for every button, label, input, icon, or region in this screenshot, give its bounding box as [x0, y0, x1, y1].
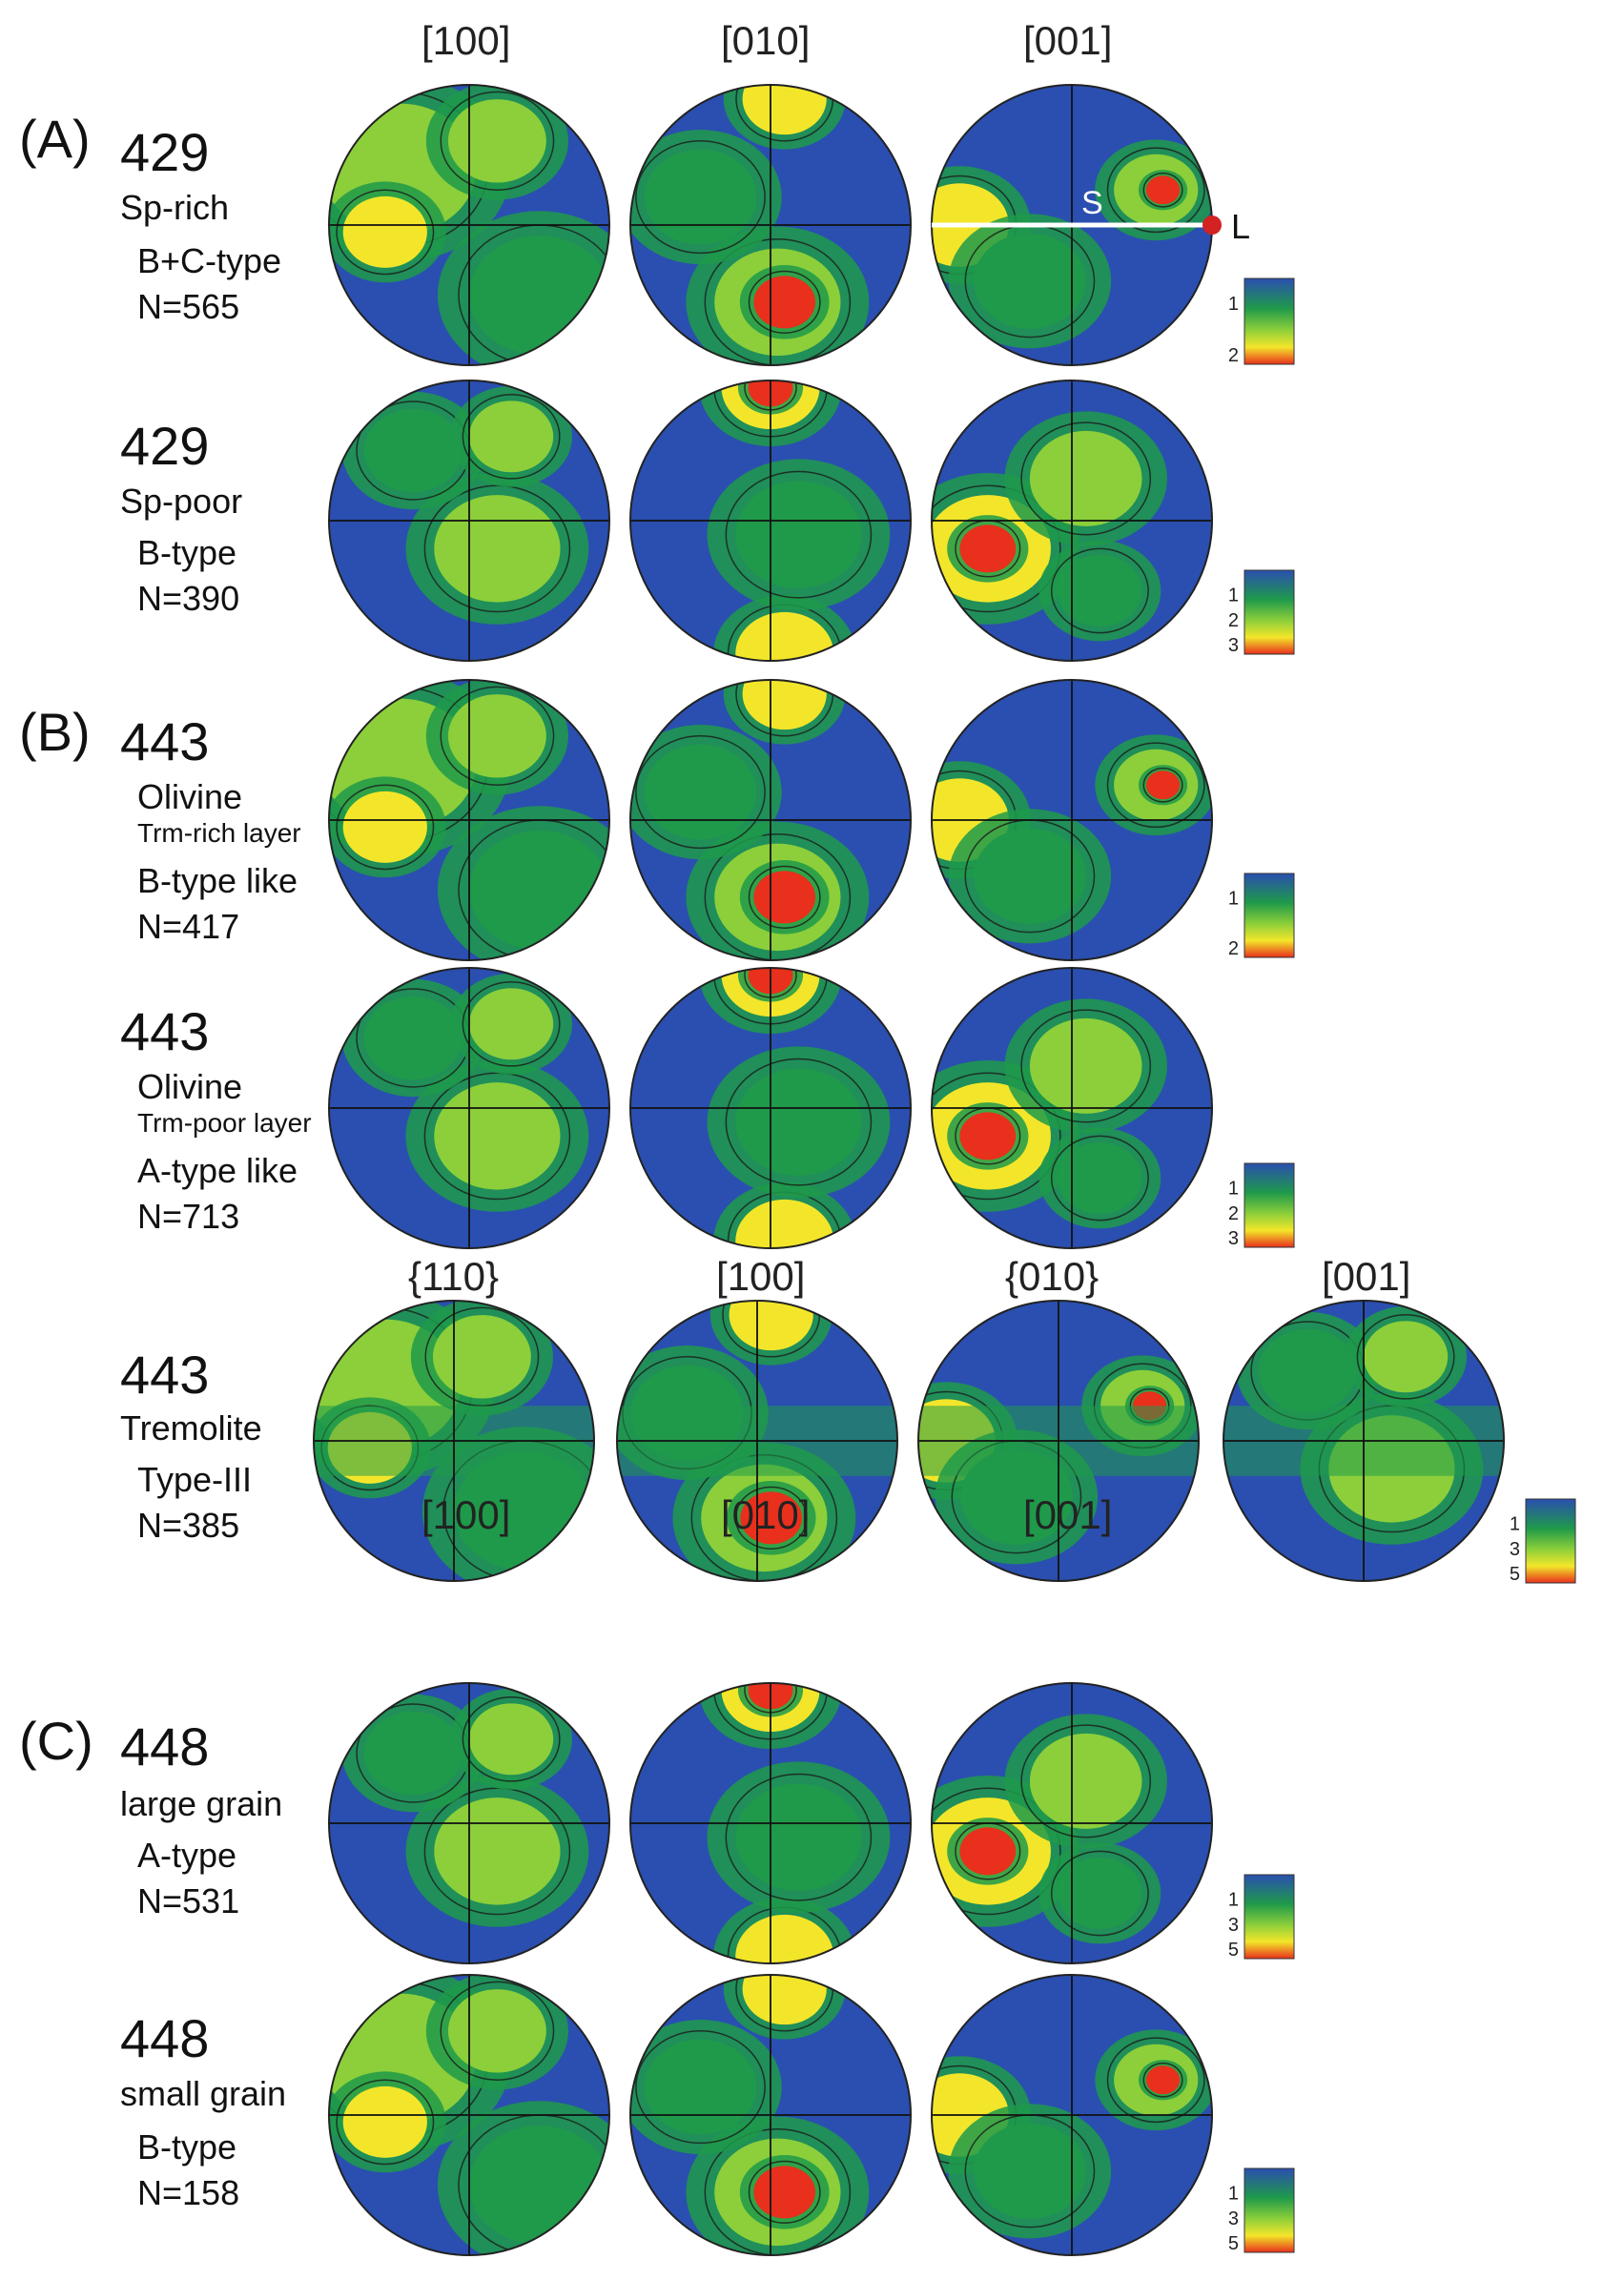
color-scale-4: 1 3 5	[1510, 1498, 1576, 1585]
sample-type-429-rich: B+C-type	[137, 241, 282, 280]
color-scale-label: 1	[1228, 294, 1239, 315]
color-scale-label: 2	[1228, 610, 1239, 631]
color-scale-label: 5	[1228, 2233, 1239, 2254]
pole-figure-443-r2-001	[931, 679, 1213, 961]
sample-desc-olivine-poor: Olivine	[137, 1067, 243, 1106]
sample-id-443-trmrich: 443	[120, 711, 210, 771]
pole-figure-429-r1-010	[629, 380, 912, 662]
col-header-010-c: [010]	[721, 1492, 811, 1537]
sample-desc-sprich: Sp-rich	[120, 188, 230, 227]
sample-id-448-large: 448	[120, 1716, 210, 1777]
sample-desc-sppoor: Sp-poor	[120, 482, 243, 521]
sample-type-443-rich: B-type like	[137, 861, 298, 900]
pole-figure-429-r1-001	[931, 380, 1213, 662]
color-scale-label: 1	[1228, 1178, 1239, 1199]
color-scale-label: 2	[1228, 1203, 1239, 1224]
sample-desc-large-grain: large grain	[120, 1784, 283, 1823]
sample-id-429-sprich: 429	[120, 122, 210, 182]
color-scale-label: 3	[1228, 635, 1239, 656]
sample-desc-small-grain: small grain	[120, 2074, 287, 2113]
color-scale-label: 1	[1228, 1889, 1239, 1910]
lineation-marker	[1203, 216, 1222, 235]
sample-type-448-small: B-type	[137, 2127, 237, 2167]
sample-id-443-trmpoor: 443	[120, 1001, 210, 1061]
color-scale-label: 2	[1228, 938, 1239, 959]
sample-n-429-poor: N=390	[137, 579, 240, 618]
color-scale-label: 5	[1510, 1564, 1520, 1585]
color-scale-0: 12	[1228, 277, 1295, 366]
sample-type-429-poor: B-type	[137, 533, 237, 572]
color-scale-label: 3	[1228, 1228, 1239, 1249]
lineation-label: L	[1231, 207, 1250, 246]
col-header-001-trm: [001]	[1322, 1254, 1411, 1299]
color-scale-label: 1	[1510, 1513, 1520, 1534]
sample-n-448-small: N=158	[137, 2173, 240, 2212]
sample-n-tremolite: N=385	[137, 1506, 240, 1545]
sample-id-429-sppoor: 429	[120, 416, 210, 476]
pole-figure-429-r1-100	[328, 380, 610, 662]
pole-figure-443-r3-001	[931, 967, 1213, 1249]
color-scale-1: 1 2 3	[1228, 569, 1295, 656]
pole-figure-448-r5-001	[931, 1682, 1213, 1964]
pole-figure-443-r2-100	[328, 679, 610, 961]
color-scale-label: 1	[1228, 585, 1239, 606]
col-header-010-top: [010]	[721, 18, 811, 63]
col-header-100-trm: [100]	[716, 1254, 806, 1299]
color-scale-5: 1 3 5	[1228, 1874, 1295, 1961]
panel-label-a: (A)	[19, 109, 91, 169]
color-scale-2: 12	[1228, 873, 1295, 959]
panel-label-c: (C)	[19, 1711, 93, 1771]
pole-figure-448-r5-010	[629, 1682, 912, 1964]
sample-desc-tremolite: Tremolite	[120, 1408, 262, 1448]
col-header-100-top: [100]	[421, 18, 511, 63]
color-scale-label: 1	[1228, 888, 1239, 909]
color-scale-label: 2	[1228, 345, 1239, 366]
col-header-001-top: [001]	[1023, 18, 1113, 63]
sample-n-443-rich: N=417	[137, 907, 240, 946]
color-scale-6: 1 3 5	[1228, 2167, 1295, 2254]
pole-figure-443-r3-100	[328, 967, 610, 1249]
color-scale-label: 3	[1228, 1915, 1239, 1936]
col-header-010-trm: {010}	[1005, 1254, 1100, 1299]
sample-type-448-large: A-type	[137, 1836, 237, 1875]
pole-figure-448-r5-100	[328, 1682, 610, 1964]
pole-figure-448-r6-010	[629, 1974, 912, 2256]
col-header-001-c: [001]	[1023, 1492, 1113, 1537]
pole-figure-429-r0-010	[629, 84, 912, 366]
foliation-label: S	[1081, 185, 1103, 221]
sample-n-443-poor: N=713	[137, 1197, 240, 1236]
pole-figure-443-r4-100	[616, 1300, 898, 1582]
sample-id-448-small: 448	[120, 2008, 210, 2068]
sample-layer-trm-rich: Trm-rich layer	[137, 818, 301, 848]
col-header-100-c: [100]	[421, 1492, 511, 1537]
sample-layer-trm-poor: Trm-poor layer	[137, 1108, 312, 1138]
panel-label-b: (B)	[19, 702, 91, 762]
color-scale-label: 3	[1228, 2208, 1239, 2229]
pole-figure-429-r0-100	[328, 84, 610, 366]
sample-n-429-rich: N=565	[137, 287, 240, 326]
pole-figure-448-r6-001	[931, 1974, 1213, 2256]
color-scale-3: 1 2 3	[1228, 1162, 1295, 1249]
color-scale-label: 1	[1228, 2183, 1239, 2204]
col-header-110-trm: {110}	[408, 1254, 500, 1299]
sample-type-tremolite: Type-III	[137, 1460, 253, 1499]
color-scale-label: 5	[1228, 1940, 1239, 1961]
pole-figure-443-r4-001	[1223, 1300, 1505, 1582]
pole-figure-443-r4-010	[917, 1300, 1200, 1582]
color-scale-label: 3	[1510, 1539, 1520, 1560]
sample-type-443-poor: A-type like	[137, 1151, 298, 1190]
sample-desc-olivine-rich: Olivine	[137, 777, 243, 816]
sample-n-448-large: N=531	[137, 1881, 240, 1921]
pole-figure-443-r2-010	[629, 679, 912, 961]
pole-figure-443-r3-010	[629, 967, 912, 1249]
pole-figure-448-r6-100	[328, 1974, 610, 2256]
sample-id-443-tremolite: 443	[120, 1345, 210, 1405]
pole-figure-443-r4-110	[313, 1300, 595, 1582]
